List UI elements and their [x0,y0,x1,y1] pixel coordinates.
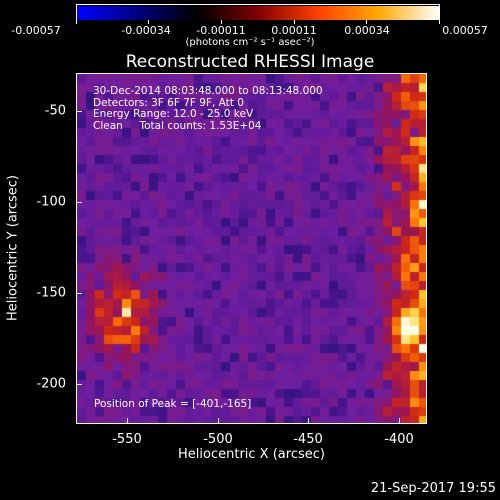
x-tick [127,418,128,424]
colorbar-tick [221,20,222,24]
colorbar-tick-label: -0.00034 [121,24,171,37]
colorbar-tick [366,20,367,24]
colorbar-tick [148,20,149,24]
y-tick-label: -50 [44,103,66,119]
y-tick-label: -100 [36,194,66,210]
time-range-text: 30-Dec-2014 08:03:48.000 to 08:13:48.000 [93,85,323,97]
y-axis-title: Heliocentric Y (arcsec) [5,175,21,321]
energy-range-text: Energy Range: 12.0 - 25.0 keV [93,108,254,120]
colorbar-tick-label: 0.00034 [344,24,390,37]
plot-title: Reconstructed RHESSI Image [125,52,375,72]
clean-counts-text: Clean Total counts: 1.53E+04 [93,119,262,132]
colorbar [76,4,440,20]
y-tick [76,293,82,294]
render-timestamp: 21-Sep-2017 19:55 [370,481,496,496]
x-tick-label: -500 [203,432,233,447]
x-axis-title: Heliocentric X (arcsec) [178,447,325,462]
colorbar-tick-label: 0.00057 [442,24,488,37]
y-tick-label: -200 [36,376,66,392]
colorbar-tick [439,20,440,24]
x-tick [308,418,309,424]
detectors-text: Detectors: 3F 6F 7F 9F, Att 0 [93,96,244,109]
y-tick [76,384,82,385]
colorbar-tick [294,20,295,24]
colorbar-gradient [77,6,439,20]
x-tick-label: -550 [112,432,142,447]
y-tick [76,202,82,203]
colorbar-tick [76,20,77,24]
colorbar-tick-label: -0.00057 [11,24,61,37]
x-tick [218,418,219,424]
colorbar-tick-label: -0.00011 [196,24,246,37]
peak-position-text: Position of Peak = [-401,-165] [94,398,252,410]
y-tick-label: -150 [36,285,66,301]
observation-info: 30-Dec-2014 08:03:48.000 to 08:13:48.000… [93,85,323,132]
x-tick-label: -450 [293,432,323,447]
flux-map-image [77,74,426,423]
colorbar-tick-label: 0.00011 [271,24,317,37]
colorbar-unit-label: (photons cm⁻² s⁻¹ asec⁻²) [185,37,315,48]
x-tick-label: -400 [384,432,414,447]
y-tick [76,111,82,112]
x-tick [399,418,400,424]
image-plot-area [76,73,427,424]
